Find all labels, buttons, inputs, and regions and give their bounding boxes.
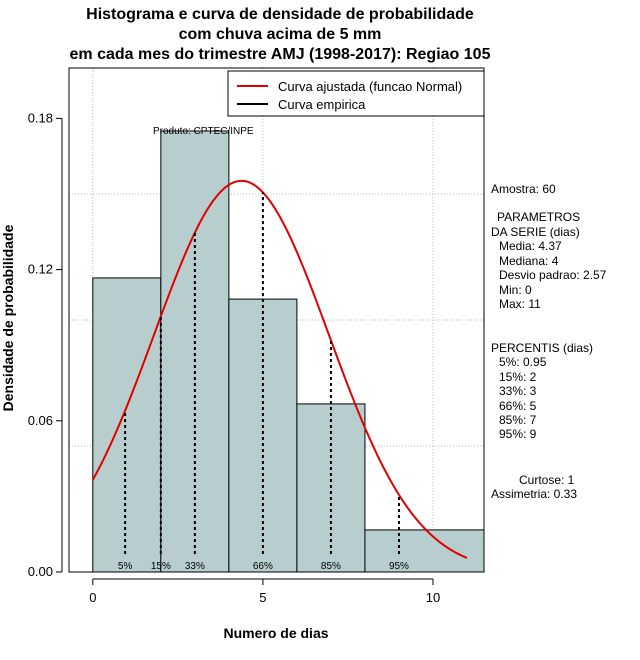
x-axis-label: Numero de dias <box>223 625 328 641</box>
histogram-bar-0 <box>92 277 162 573</box>
axes-layer: 0 5 10 0.00 0.06 0.12 0.18 <box>28 110 441 605</box>
legend-box <box>227 70 485 117</box>
legend-label-fitted: Curva ajustada (funcao Normal) <box>278 79 462 94</box>
y-axis-label: Densidade de probabilidade <box>0 224 16 411</box>
stat-p5: 5%: 0.95 <box>499 355 547 369</box>
legend-label-empirical: Curva empirica <box>278 97 366 112</box>
stat-parametros-title-2: DA SERIE (dias) <box>491 225 580 239</box>
percentile-label-3: 66% <box>253 561 273 572</box>
y-tick-label-2: 0.12 <box>28 262 53 277</box>
stat-curtose: Curtose: 1 <box>519 473 575 487</box>
product-annotation: Produto: CPTEC/INPE <box>153 126 254 137</box>
chart-title-line-3: em cada mes do trimestre AMJ (1998-2017)… <box>69 46 491 63</box>
stat-parametros-title-1: PARAMETROS <box>497 210 581 224</box>
x-tick-label-1: 5 <box>259 590 266 605</box>
chart-title-line-1: Histograma e curva de densidade de proba… <box>86 6 474 23</box>
stat-desvio: Desvio padrao: 2.57 <box>499 268 607 282</box>
stat-min: Min: 0 <box>499 283 532 297</box>
stat-p85: 85%: 7 <box>499 413 537 427</box>
y-tick-label-3: 0.18 <box>28 110 53 125</box>
legend: Curva ajustada (funcao Normal) Curva emp… <box>227 70 485 117</box>
stat-p15: 15%: 2 <box>499 370 537 384</box>
histogram-bar-4 <box>364 529 485 573</box>
percentile-label-0: 5% <box>118 561 133 572</box>
stat-p95: 95%: 9 <box>499 427 537 441</box>
stat-percentis-title: PERCENTIS (dias) <box>491 341 594 355</box>
x-tick-label-2: 10 <box>426 590 440 605</box>
fitted-normal-curve <box>91 179 468 559</box>
stat-max: Max: 11 <box>499 297 541 311</box>
percentile-label-4: 85% <box>321 561 341 572</box>
percentile-label-1: 15% <box>151 561 171 572</box>
y-tick-label-0: 0.00 <box>28 564 53 579</box>
chart-title-line-2: com chuva acima de 5 mm <box>178 26 382 43</box>
y-tick-label-1: 0.06 <box>28 413 53 428</box>
stat-media: Media: 4.37 <box>499 239 562 253</box>
histogram-bar-2 <box>228 298 298 573</box>
bars-layer <box>92 130 485 573</box>
stat-amostra: Amostra: 60 <box>491 182 556 196</box>
stat-assimetria: Assimetria: 0.33 <box>491 487 578 501</box>
percentile-label-5: 95% <box>389 561 409 572</box>
x-tick-label-0: 0 <box>89 590 96 605</box>
stat-mediana: Mediana: 4 <box>499 254 559 268</box>
stat-p66: 66%: 5 <box>499 399 537 413</box>
percentile-layer: 5% 15% 33% 66% 85% 95% <box>118 192 409 572</box>
plot-frame <box>68 67 485 573</box>
curve-layer <box>91 179 468 559</box>
percentile-label-2: 33% <box>185 561 205 572</box>
stat-p33: 33%: 3 <box>499 384 537 398</box>
